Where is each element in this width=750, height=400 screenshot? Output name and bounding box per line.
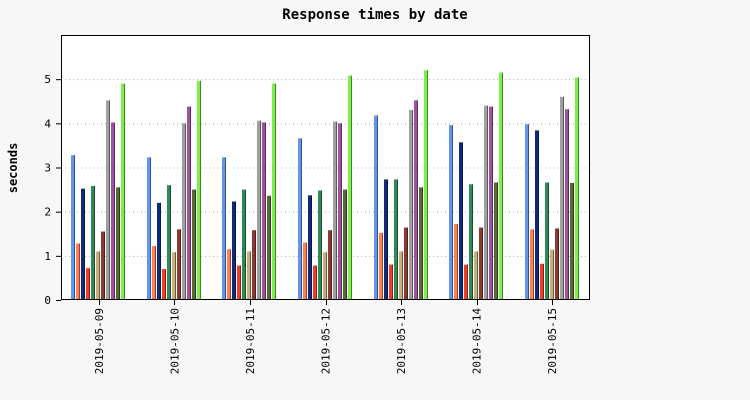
bar bbox=[454, 224, 458, 300]
bar bbox=[308, 195, 312, 300]
bar bbox=[313, 265, 317, 300]
bar bbox=[394, 179, 398, 300]
bar bbox=[167, 185, 171, 300]
bar bbox=[157, 202, 161, 300]
x-tick-label: 2019-05-14 bbox=[471, 308, 484, 375]
bar bbox=[494, 182, 498, 300]
y-tick-label: 2 bbox=[44, 206, 51, 219]
bar bbox=[81, 188, 85, 300]
bar bbox=[242, 189, 246, 300]
chart-title: Response times by date bbox=[282, 7, 467, 23]
bar bbox=[419, 187, 423, 300]
y-tick-label: 5 bbox=[44, 73, 51, 86]
bar bbox=[489, 106, 493, 300]
x-tick-label: 2019-05-09 bbox=[93, 308, 106, 374]
y-tick-label: 0 bbox=[44, 294, 51, 307]
bar bbox=[152, 246, 156, 300]
bar bbox=[484, 105, 488, 301]
bar bbox=[464, 264, 468, 300]
bar bbox=[252, 230, 256, 300]
bar bbox=[540, 263, 544, 300]
bar bbox=[91, 186, 95, 300]
bar bbox=[86, 268, 90, 300]
bar bbox=[272, 83, 276, 300]
bar bbox=[298, 138, 302, 300]
x-tick-label: 2019-05-10 bbox=[168, 308, 181, 374]
bar bbox=[449, 125, 453, 300]
bar bbox=[187, 106, 191, 300]
bar bbox=[565, 109, 569, 300]
bar bbox=[379, 232, 383, 300]
bar bbox=[469, 184, 473, 300]
bar bbox=[348, 75, 352, 300]
bar bbox=[328, 230, 332, 300]
bar bbox=[116, 187, 120, 300]
bar bbox=[318, 190, 322, 300]
bar bbox=[459, 142, 463, 300]
plot-frame bbox=[61, 35, 590, 300]
bar bbox=[323, 252, 327, 300]
bar bbox=[560, 96, 564, 300]
bar bbox=[96, 251, 100, 300]
bar bbox=[414, 100, 418, 300]
bar bbox=[525, 124, 529, 300]
bar bbox=[535, 130, 539, 300]
bar bbox=[399, 251, 403, 300]
bar bbox=[71, 155, 75, 300]
y-axis-label: seconds bbox=[6, 143, 20, 194]
bar bbox=[232, 201, 236, 300]
bar bbox=[177, 229, 181, 300]
x-tick-label: 2019-05-13 bbox=[395, 308, 408, 374]
bar bbox=[247, 251, 251, 300]
bar bbox=[424, 70, 428, 300]
bar bbox=[192, 189, 196, 300]
bar bbox=[257, 120, 261, 300]
bar bbox=[570, 182, 574, 300]
bar bbox=[389, 264, 393, 300]
x-tick-label: 2019-05-15 bbox=[546, 308, 559, 374]
bar bbox=[237, 265, 241, 300]
bar bbox=[111, 122, 115, 300]
bar bbox=[530, 229, 534, 300]
bar bbox=[101, 231, 105, 300]
bar bbox=[172, 252, 176, 300]
plot-area: 0 1 2 3 4 5 2019-05-09 2019-05-10 2019-05-11 2019… bbox=[44, 35, 590, 374]
x-tick-label: 2019-05-11 bbox=[244, 308, 257, 374]
bar bbox=[499, 72, 503, 301]
x-tick-label: 2019-05-12 bbox=[320, 308, 333, 374]
bar bbox=[384, 179, 388, 300]
bar bbox=[338, 123, 342, 300]
bar bbox=[409, 110, 413, 300]
bar bbox=[121, 83, 125, 300]
bar bbox=[182, 123, 186, 300]
bar bbox=[76, 243, 80, 300]
bar bbox=[404, 227, 408, 300]
bar bbox=[147, 157, 151, 300]
bar bbox=[374, 115, 378, 300]
bar bbox=[162, 269, 166, 300]
bar bbox=[267, 195, 271, 300]
bar bbox=[545, 182, 549, 300]
bar bbox=[303, 242, 307, 300]
y-tick-label: 4 bbox=[44, 117, 51, 130]
bar bbox=[555, 228, 559, 300]
bar bbox=[479, 227, 483, 300]
bar bbox=[575, 77, 579, 301]
y-tick-label: 1 bbox=[44, 250, 51, 263]
bar bbox=[222, 157, 226, 300]
bar bbox=[474, 251, 478, 300]
bar bbox=[197, 80, 201, 300]
bar bbox=[550, 249, 554, 300]
bar bbox=[106, 100, 110, 300]
bar bbox=[262, 122, 266, 300]
bar bbox=[333, 121, 337, 300]
y-tick-label: 3 bbox=[44, 162, 51, 175]
bar bbox=[227, 249, 231, 300]
bar bbox=[343, 189, 347, 300]
